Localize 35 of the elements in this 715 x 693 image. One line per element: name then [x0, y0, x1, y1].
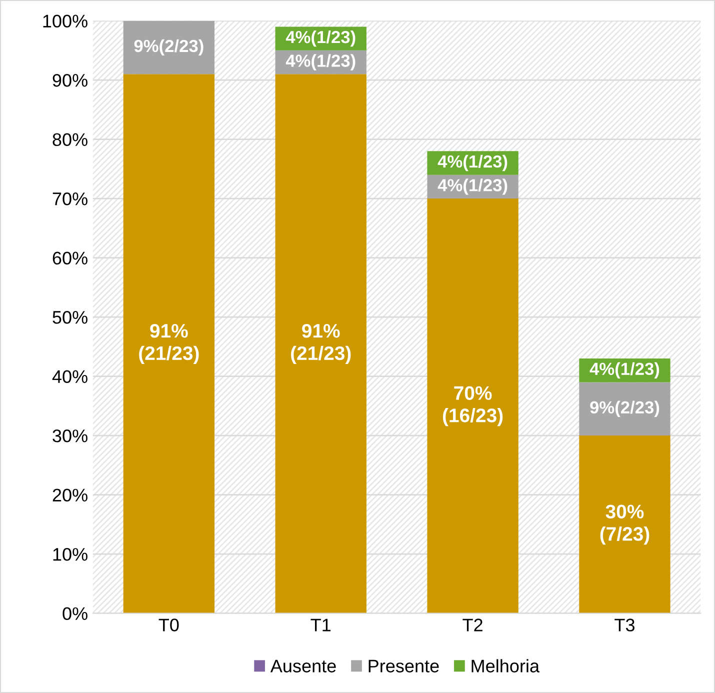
x-tick-label: T3 — [614, 618, 634, 632]
y-tick-label: 80% — [52, 133, 88, 146]
y-tick-label: 90% — [52, 74, 88, 87]
y-tick-label: 20% — [52, 488, 88, 502]
bar — [579, 436, 670, 614]
x-tick-label: T0 — [158, 618, 179, 632]
bar — [123, 74, 214, 614]
legend-label: Melhoria — [472, 659, 540, 672]
bar — [579, 382, 670, 436]
legend-label: Ausente — [270, 660, 336, 672]
x-tick-label: T1 — [310, 618, 331, 632]
legend-label: Presente — [368, 660, 439, 672]
y-tick-label: 100% — [43, 14, 88, 28]
data-label: 9%(2/23) — [134, 39, 204, 56]
data-label: 91% (21/23) — [291, 324, 351, 364]
data-label: 70% (16/23) — [442, 386, 503, 426]
y-tick-label: 60% — [52, 252, 88, 265]
y-tick-label: 30% — [52, 429, 88, 442]
data-label: 30% (7/23) — [600, 504, 650, 545]
data-label: 9%(2/23) — [590, 400, 660, 417]
bar — [275, 74, 366, 614]
y-tick-label: 40% — [52, 370, 88, 384]
y-tick-label: 50% — [52, 310, 88, 324]
data-label: 91% (21/23) — [139, 324, 199, 364]
bar — [427, 198, 518, 614]
x-tick-label: T2 — [462, 618, 482, 632]
y-tick-label: 10% — [53, 548, 88, 561]
data-label: 4%(1/23) — [590, 362, 660, 378]
data-label: 4%(1/23) — [438, 178, 508, 195]
data-label: 4%(1/23) — [286, 54, 356, 70]
y-tick-label: 70% — [52, 192, 88, 206]
y-tick-label: 0% — [62, 607, 88, 620]
data-label: 4%(1/23) — [438, 154, 508, 172]
data-label: 4%(1/23) — [286, 30, 356, 47]
bar — [123, 20, 214, 74]
